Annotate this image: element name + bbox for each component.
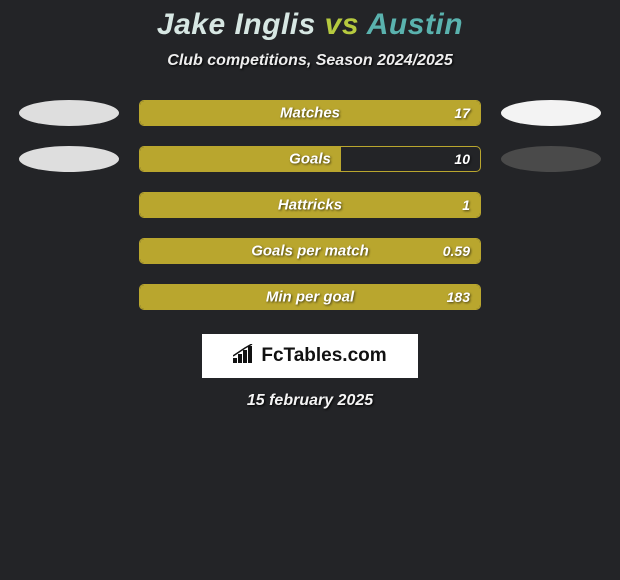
stat-bar: Hattricks 1 [139,192,481,218]
stat-label: Goals [289,151,331,168]
stat-value: 183 [447,289,470,305]
subtitle: Club competitions, Season 2024/2025 [0,52,620,70]
vs-text: vs [325,8,359,41]
spacer [19,238,119,264]
stat-label: Matches [280,105,340,122]
page-title: Jake Inglis vs Austin [0,8,620,42]
stat-label: Goals per match [251,243,369,260]
spacer [501,284,601,310]
stat-row-min-per-goal: Min per goal 183 [0,284,620,310]
spacer [19,192,119,218]
stat-bar: Goals 10 [139,146,481,172]
stat-value: 10 [454,151,470,167]
stat-bar: Matches 17 [139,100,481,126]
stat-value: 17 [454,105,470,121]
player1-icon [19,100,119,126]
logo-text: FcTables.com [261,345,386,367]
stat-label: Hattricks [278,197,342,214]
player2-icon [501,146,601,172]
stat-row-goals-per-match: Goals per match 0.59 [0,238,620,264]
date: 15 february 2025 [0,392,620,410]
player1-icon [19,146,119,172]
spacer [19,284,119,310]
stat-row-matches: Matches 17 [0,100,620,126]
stats-infographic: Jake Inglis vs Austin Club competitions,… [0,0,620,410]
stat-bar: Goals per match 0.59 [139,238,481,264]
player1-name: Jake Inglis [157,8,316,41]
source-logo: FcTables.com [202,334,418,378]
stat-value: 0.59 [443,243,470,259]
stat-row-hattricks: Hattricks 1 [0,192,620,218]
spacer [501,238,601,264]
stat-row-goals: Goals 10 [0,146,620,172]
player2-icon [501,100,601,126]
bars-icon [233,344,255,369]
player2-name: Austin [367,8,463,41]
stat-bar: Min per goal 183 [139,284,481,310]
stat-label: Min per goal [266,289,354,306]
stat-value: 1 [462,197,470,213]
spacer [501,192,601,218]
